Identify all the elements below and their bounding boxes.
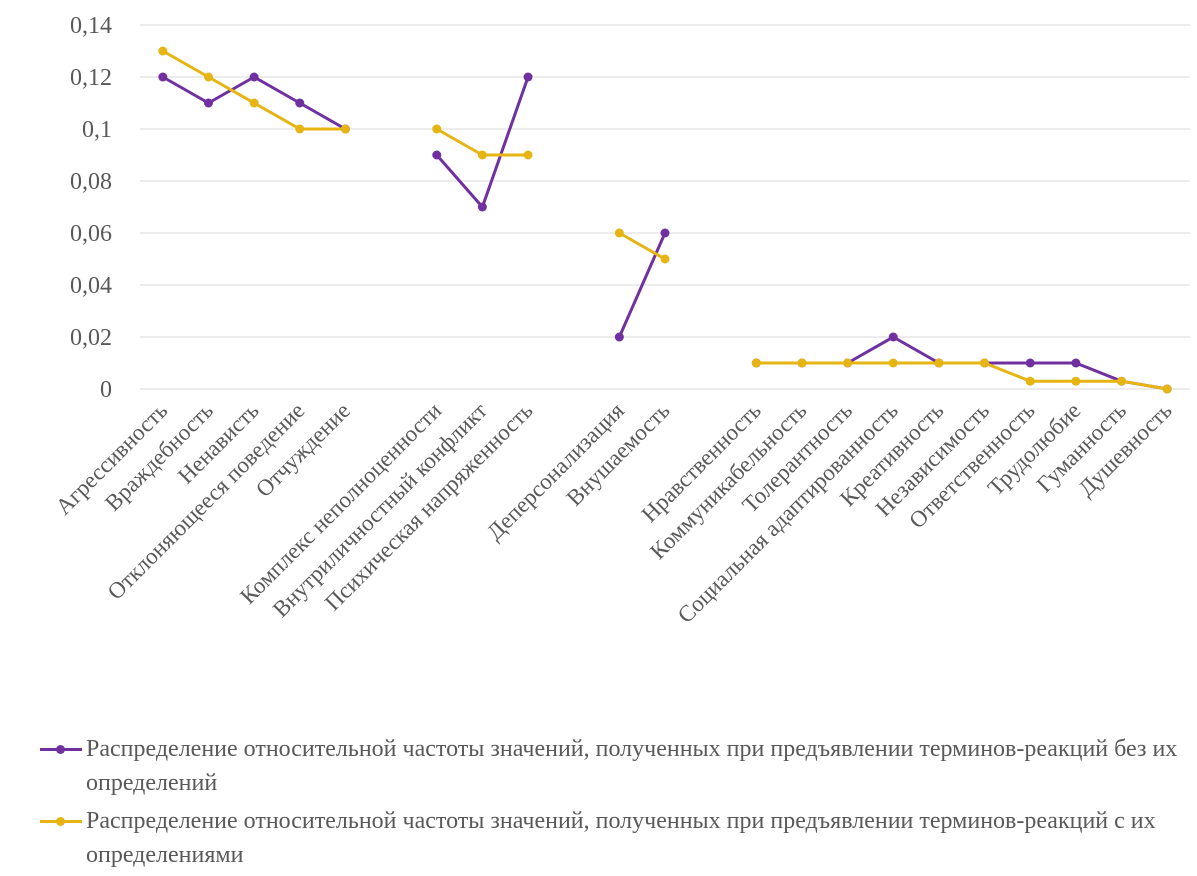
data-point: [477, 202, 487, 212]
data-point: [432, 124, 442, 134]
data-point: [249, 72, 259, 82]
data-point: [1025, 358, 1035, 368]
y-tick-label: 0,06: [70, 221, 112, 247]
data-point: [934, 358, 944, 368]
data-point: [1071, 358, 1081, 368]
x-tick-label: Внутриличностный конфликт: [268, 398, 492, 622]
series-layer: [158, 46, 1172, 394]
legend-swatch-series-1: [40, 745, 82, 754]
data-point: [523, 72, 533, 82]
data-point: [614, 332, 624, 342]
series-line: [756, 361, 1168, 391]
data-point: [203, 98, 213, 108]
legend-item-series-1: Распределение относительной частоты знач…: [40, 732, 1190, 800]
data-point: [432, 150, 442, 160]
data-point: [843, 358, 853, 368]
legend: Распределение относительной частоты знач…: [40, 732, 1190, 876]
data-point: [1071, 376, 1081, 386]
data-point: [614, 228, 624, 238]
data-point: [660, 228, 670, 238]
gridlines: [140, 24, 1190, 390]
y-tick-label: 0,04: [70, 273, 112, 299]
legend-swatch-series-2: [40, 817, 82, 826]
y-tick-label: 0,02: [70, 325, 112, 351]
y-tick-label: 0,12: [70, 65, 112, 91]
data-point: [980, 358, 990, 368]
y-tick-label: 0: [100, 377, 112, 403]
data-point: [797, 358, 807, 368]
series-line: [617, 232, 667, 338]
data-point: [158, 46, 168, 56]
data-point: [249, 98, 259, 108]
data-point: [660, 254, 670, 264]
data-point: [751, 358, 761, 368]
data-point: [888, 332, 898, 342]
x-axis-ticks: АгрессивностьВраждебностьНенавистьОтклон…: [51, 398, 1177, 628]
series-2: [158, 46, 1172, 394]
data-point: [1025, 376, 1035, 386]
y-tick-label: 0,1: [82, 117, 112, 143]
y-tick-label: 0,14: [70, 13, 112, 39]
legend-label-series-1: Распределение относительной частоты знач…: [86, 736, 1178, 796]
data-point: [295, 124, 305, 134]
series-line: [162, 49, 346, 131]
series-line: [435, 76, 530, 209]
y-axis-ticks: 0 0,02 0,04 0,06 0,08 0,1 0,12 0,14: [70, 13, 112, 403]
data-point: [477, 150, 487, 160]
series-line: [618, 231, 666, 261]
legend-label-series-2: Распределение относительной частоты знач…: [86, 808, 1156, 868]
data-point: [1162, 384, 1172, 394]
legend-item-series-2: Распределение относительной частоты знач…: [40, 804, 1190, 872]
y-tick-label: 0,08: [70, 169, 112, 195]
data-point: [888, 358, 898, 368]
line-chart: 0 0,02 0,04 0,06 0,08 0,1 0,12 0,14 Агрессивнос…: [51, 13, 1190, 628]
data-point: [158, 72, 168, 82]
data-point: [523, 150, 533, 160]
data-point: [295, 98, 305, 108]
data-point: [1117, 376, 1127, 386]
data-point: [340, 124, 350, 134]
data-point: [203, 72, 213, 82]
